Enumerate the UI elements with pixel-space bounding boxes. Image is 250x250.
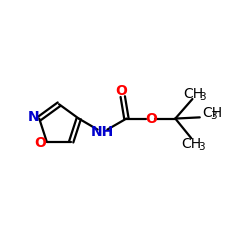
Text: 3: 3 (210, 111, 216, 121)
Text: N: N (27, 110, 39, 124)
Text: CH: CH (182, 136, 202, 150)
Text: O: O (145, 112, 157, 126)
Text: CH: CH (202, 106, 222, 120)
Text: O: O (116, 84, 128, 98)
Text: CH: CH (183, 87, 203, 101)
Text: O: O (34, 136, 46, 150)
Text: 3: 3 (198, 142, 204, 152)
Text: 3: 3 (199, 92, 205, 102)
Text: NH: NH (90, 125, 114, 139)
